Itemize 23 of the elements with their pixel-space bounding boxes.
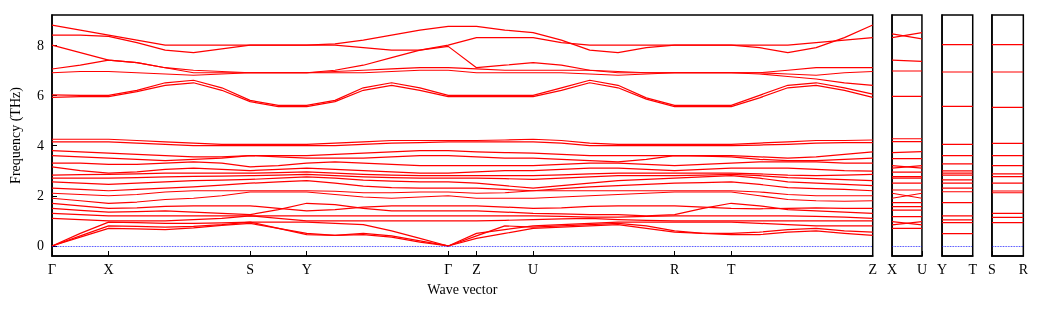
- x-tick-label: T: [968, 261, 978, 277]
- x-tick-label: Y: [936, 261, 948, 277]
- y-axis-title: Frequency (THz): [7, 86, 24, 184]
- x-tick-label: Γ: [444, 261, 453, 277]
- x-tick-label: Z: [472, 261, 481, 277]
- x-tick-label: Γ: [47, 261, 57, 277]
- x-tick-label: S: [246, 261, 254, 277]
- x-axis-title: Wave vector: [427, 281, 498, 297]
- y-tick-label: 2: [37, 188, 44, 204]
- x-tick-label: X: [103, 261, 114, 277]
- x-tick-label: R: [1018, 261, 1029, 277]
- x-tick-label: Z: [868, 261, 878, 277]
- x-tick-label: U: [528, 261, 539, 277]
- y-tick-label: 6: [37, 87, 44, 103]
- y-tick-label: 8: [37, 37, 44, 53]
- y-tick-label: 0: [37, 238, 44, 254]
- x-tick-label: Y: [301, 261, 312, 277]
- y-tick-label: 4: [37, 138, 44, 154]
- x-tick-label: T: [726, 261, 736, 277]
- x-tick-label: U: [916, 261, 928, 277]
- x-tick-label: S: [987, 261, 996, 277]
- x-tick-label: R: [669, 261, 680, 277]
- x-tick-label: X: [886, 261, 898, 277]
